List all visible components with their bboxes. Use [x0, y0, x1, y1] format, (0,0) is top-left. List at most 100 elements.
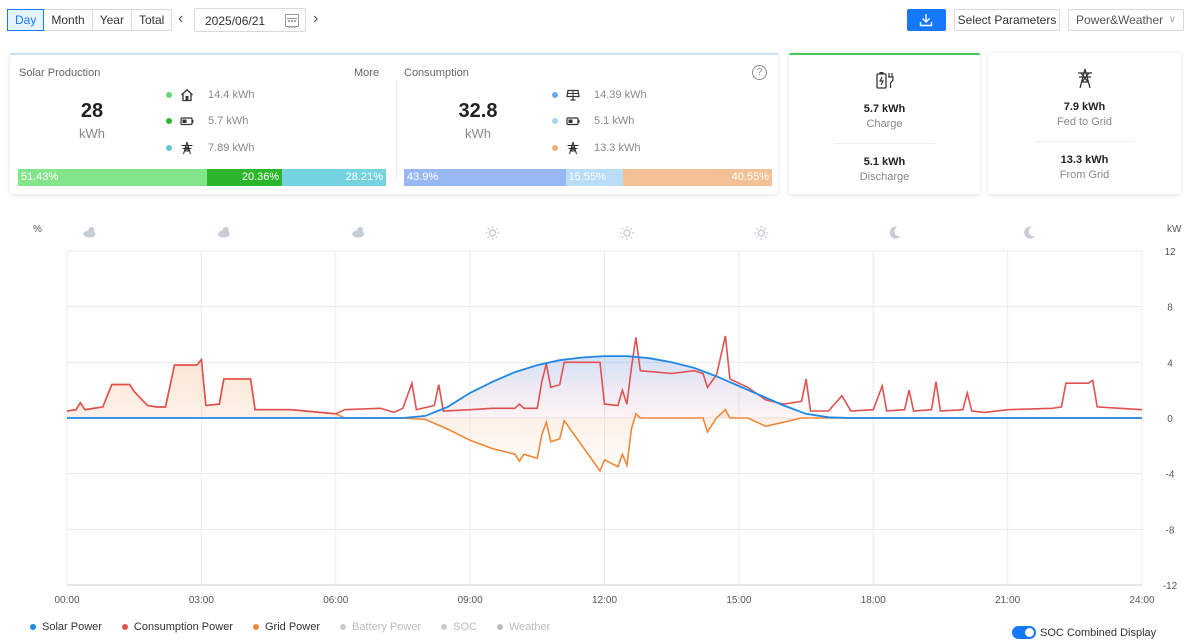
consumption-bar-segment-solar: 43.9%	[404, 169, 566, 186]
solar-share-bar: 51.43% 20.36% 28.21%	[18, 169, 386, 186]
tab-year[interactable]: Year	[93, 10, 132, 30]
x-tick-label: 00:00	[54, 595, 79, 606]
y-tick-label: 4	[1167, 358, 1173, 369]
download-button[interactable]	[907, 9, 946, 31]
y-tick-label: -12	[1163, 581, 1178, 592]
fed-to-grid-stat: 7.9 kWh Fed to Grid	[988, 101, 1181, 128]
x-tick-label: 15:00	[726, 595, 751, 606]
legend-dot	[340, 624, 347, 630]
battery-charger-icon	[875, 72, 894, 89]
legend-item-battery-power[interactable]: Battery Power	[340, 619, 421, 635]
period-tabs: Day Month Year Total	[7, 9, 173, 31]
legend-dot	[166, 118, 172, 124]
solar-bar-segment-battery: 20.36%	[207, 169, 283, 186]
battery-icon	[180, 117, 194, 126]
fed-to-grid-value: 7.9 kWh	[1063, 101, 1106, 113]
legend-item-soc[interactable]: SOC	[441, 619, 477, 635]
moon-icon	[889, 226, 901, 239]
solar-power-area	[67, 356, 1142, 418]
more-link[interactable]: More	[354, 67, 380, 79]
solar-production-title: Solar Production	[19, 67, 101, 79]
legend-dot	[441, 624, 448, 630]
legend-dot	[252, 624, 259, 630]
charge-stat: 5.7 kWh Charge	[789, 103, 980, 130]
x-tick-label: 18:00	[861, 595, 886, 606]
from-grid-label: From Grid	[1059, 169, 1110, 181]
solar-item-value: 7.89 kWh	[208, 142, 255, 154]
legend-label: SOC	[453, 621, 477, 633]
section-divider	[396, 81, 397, 181]
divider	[1034, 141, 1135, 142]
y-tick-label: 8	[1167, 303, 1173, 314]
solar-bar-segment-grid: 28.21%	[282, 169, 386, 186]
legend-label: Battery Power	[352, 621, 422, 633]
x-tick-label: 21:00	[995, 595, 1020, 606]
solar-total-value: 28	[80, 100, 104, 122]
chevron-down-icon: ∨	[1168, 14, 1176, 25]
toolbar: Day Month Year Total ‹ 2025/06/21 › Sele…	[0, 0, 1200, 40]
legend-item-consumption-power[interactable]: Consumption Power	[121, 619, 233, 635]
solar-item-value: 14.4 kWh	[208, 89, 255, 101]
legend-dot	[552, 92, 558, 98]
solar-bar-segment-home: 51.43%	[18, 169, 208, 186]
prev-date-button[interactable]: ‹	[178, 10, 184, 27]
left-axis-unit: %	[33, 224, 42, 235]
legend-dot	[552, 118, 558, 124]
y-tick-label: 0	[1167, 414, 1173, 425]
solar-total-unit: kWh	[79, 126, 105, 141]
soc-combined-switch[interactable]	[1012, 626, 1036, 639]
legend-item-grid-power[interactable]: Grid Power	[252, 619, 321, 635]
date-picker[interactable]: 2025/06/21	[194, 8, 306, 32]
grid-tower-icon	[567, 141, 579, 155]
cloudy-icon	[217, 227, 230, 238]
consumption-item-value: 13.3 kWh	[594, 142, 641, 154]
power-weather-chart: % kW 12 8 4 0 -4 -8 -12 00:00 03:00 06:00 09:00 12:…	[0, 215, 1200, 615]
from-grid-value: 13.3 kWh	[1060, 154, 1109, 166]
sun-icon	[619, 226, 634, 240]
y-tick-label: 12	[1164, 247, 1176, 258]
y-tick-label: -4	[1166, 470, 1175, 481]
legend-label: Consumption Power	[133, 621, 233, 633]
legend-label: Grid Power	[264, 621, 321, 633]
legend-item-solar-power[interactable]: Solar Power	[30, 619, 102, 635]
solar-panel-icon	[566, 89, 580, 101]
calendar-icon[interactable]	[285, 14, 299, 28]
soc-combined-toggle[interactable]: SOC Combined Display	[1012, 626, 1156, 639]
solar-item-value: 5.7 kWh	[208, 115, 249, 127]
help-icon[interactable]: ?	[752, 65, 767, 80]
y-tick-label: -8	[1166, 525, 1175, 536]
x-tick-label: 24:00	[1129, 595, 1154, 606]
consumption-item-value: 14.39 kWh	[594, 89, 647, 101]
chart-plot[interactable]: 12 8 4 0 -4 -8 -12 00:00 03:00 06:00 09:00 12:00 15:…	[0, 215, 1200, 615]
tab-total[interactable]: Total	[138, 13, 165, 27]
legend-dot	[166, 92, 172, 98]
consumption-bar-segment-battery: 15.55%	[565, 169, 623, 186]
legend-dot	[30, 624, 36, 630]
consumption-total-unit: kWh	[465, 126, 491, 141]
next-date-button[interactable]: ›	[313, 10, 319, 27]
consumption-share-bar: 43.9% 15.55% 40.55%	[404, 169, 772, 186]
sun-icon	[754, 226, 769, 240]
solar-power-line	[67, 355, 1142, 419]
grid-card: 7.9 kWh Fed to Grid 13.3 kWh From Grid	[988, 53, 1181, 194]
legend-dot	[496, 624, 503, 630]
legend-label: Solar Power	[42, 621, 102, 633]
tab-day[interactable]: Day	[7, 9, 45, 31]
date-value: 2025/06/21	[205, 14, 266, 28]
download-icon	[919, 14, 933, 27]
discharge-stat: 5.1 kWh Discharge	[789, 156, 980, 183]
select-parameters-button[interactable]: Select Parameters	[954, 9, 1060, 31]
legend-item-weather[interactable]: Weather	[496, 619, 550, 635]
battery-icon	[566, 117, 580, 126]
energy-summary-card: Solar Production More 28 kWh 14.4 kWh 5.…	[10, 53, 778, 194]
divider	[834, 143, 935, 144]
view-select[interactable]: Power&Weather ∨	[1068, 9, 1184, 31]
discharge-value: 5.1 kWh	[863, 156, 906, 168]
tab-month[interactable]: Month	[44, 10, 93, 30]
fed-to-grid-label: Fed to Grid	[1056, 116, 1113, 128]
charge-value: 5.7 kWh	[863, 103, 906, 115]
chart-legend: Solar Power Consumption Power Grid Power Ba…	[30, 619, 570, 635]
x-tick-label: 03:00	[189, 595, 214, 606]
sun-icon	[485, 226, 500, 240]
discharge-label: Discharge	[859, 171, 910, 183]
